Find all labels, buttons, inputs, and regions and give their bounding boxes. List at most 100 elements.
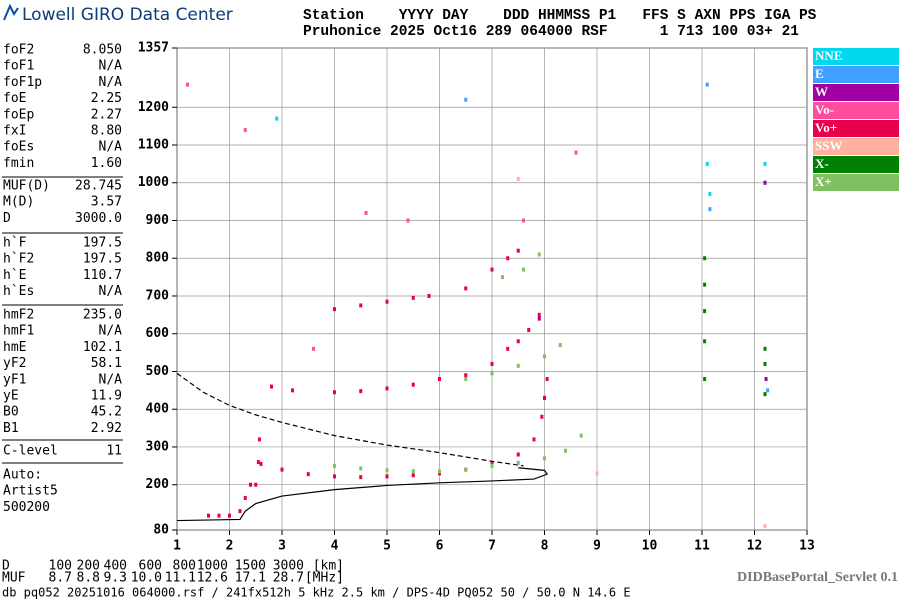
echo-point [516, 176, 520, 181]
table-cell: 17.1 [235, 571, 266, 586]
echo-point [506, 346, 510, 351]
echo-point [766, 388, 770, 393]
echo-point [333, 474, 336, 479]
param-value: 45.2 [91, 405, 122, 420]
echo-point [359, 466, 363, 471]
echo-point [364, 210, 368, 215]
echo-point [703, 377, 707, 382]
param-name: h`Es [3, 284, 34, 299]
echo-point [537, 312, 541, 317]
echo-point [249, 482, 252, 487]
echo-point [764, 377, 768, 382]
model-curve [176, 467, 549, 522]
echo-point [703, 256, 707, 261]
echo-point [333, 390, 336, 395]
echo-point [333, 307, 336, 312]
table-cell: 100 [49, 559, 72, 574]
param-value: 3000.0 [75, 211, 122, 226]
legend-label: NNE [815, 48, 842, 63]
y-tick-label: 600 [146, 326, 170, 341]
x-tick-label: 13 [799, 539, 815, 554]
echo-point [763, 346, 767, 351]
param-value: 3.57 [91, 195, 122, 210]
echo-point [537, 252, 541, 257]
echo-point [411, 295, 415, 300]
echo-point [516, 460, 520, 465]
echo-point [705, 82, 709, 87]
echo-point [411, 469, 415, 474]
param-value: 102.1 [83, 340, 122, 355]
param-value: 8.80 [91, 124, 122, 139]
param-name: hmE [3, 340, 26, 355]
param-value: 197.5 [83, 236, 122, 251]
echo-point [516, 452, 520, 457]
param-value: 2.92 [91, 421, 122, 436]
echo-point [763, 392, 767, 397]
param-value: 11 [106, 444, 122, 459]
param-value: 8.050 [83, 43, 122, 58]
table-cell: [MHz] [305, 571, 344, 586]
param-value: 11.9 [91, 389, 122, 404]
legend-swatch [813, 174, 899, 191]
legend-label: X- [815, 156, 829, 171]
y-tick-label: 80 [153, 523, 169, 538]
echo-point [411, 473, 415, 478]
echo-point [574, 150, 578, 155]
y-tick-label: 1357 [138, 41, 169, 56]
echo-point [427, 293, 431, 298]
x-tick-label: 11 [694, 539, 710, 554]
echo-point [333, 463, 336, 468]
echo-point [254, 482, 258, 487]
echo-point [543, 354, 546, 359]
echo-point [545, 377, 549, 382]
param-name: foEp [3, 107, 34, 122]
x-tick-label: 8 [541, 539, 549, 554]
param-value: 58.1 [91, 356, 122, 371]
echo-point [763, 361, 767, 366]
servlet: DIDBasePortal_Servlet 0.1 [737, 570, 898, 585]
logo-icon [3, 3, 19, 21]
table-cell: 28.7 [273, 571, 304, 586]
echo-point [540, 414, 544, 419]
table-cell: 400 [104, 559, 127, 574]
echo-point [763, 524, 767, 529]
param-name: D [3, 211, 11, 226]
echo-point [256, 460, 260, 465]
echo-point [406, 218, 410, 223]
param-value: 197.5 [83, 252, 122, 267]
legend-swatch [813, 138, 899, 155]
echo-point [537, 316, 541, 321]
param-name: h`E [3, 268, 26, 283]
y-tick-label: 200 [146, 477, 170, 492]
param-name: B0 [3, 405, 19, 420]
x-tick-label: 9 [593, 539, 601, 554]
param-value: 28.745 [75, 179, 122, 194]
table-cell: 8.8 [77, 571, 100, 586]
param-name: yE [3, 389, 19, 404]
table-cell: D [2, 559, 10, 574]
legend-swatch [813, 120, 899, 137]
echo-point [595, 471, 599, 476]
param-value: N/A [99, 59, 123, 74]
echo-point [490, 267, 494, 272]
param-name: h`F2 [3, 252, 34, 267]
param-value: N/A [99, 324, 123, 339]
param-value: N/A [99, 372, 123, 387]
echo-point [490, 463, 494, 468]
header-line: Pruhonice 2025 Oct16 289 064000 RSF 1 71… [303, 24, 799, 40]
y-tick-label: 1200 [138, 100, 169, 115]
table-cell: 11.1 [165, 571, 196, 586]
echo-point [516, 339, 520, 344]
table-cell: 600 [139, 559, 162, 574]
echo-point [516, 363, 520, 368]
echo-point [359, 303, 363, 308]
param-name: C-level [3, 444, 58, 459]
x-tick-label: 4 [331, 539, 339, 554]
echo-point [238, 509, 242, 514]
echo-point [708, 192, 712, 197]
param-name: fmin [3, 156, 34, 171]
legend-label: E [815, 66, 824, 81]
y-tick-label: 1000 [138, 175, 169, 190]
param-name: foF2 [3, 43, 34, 58]
echo-point [257, 437, 261, 442]
